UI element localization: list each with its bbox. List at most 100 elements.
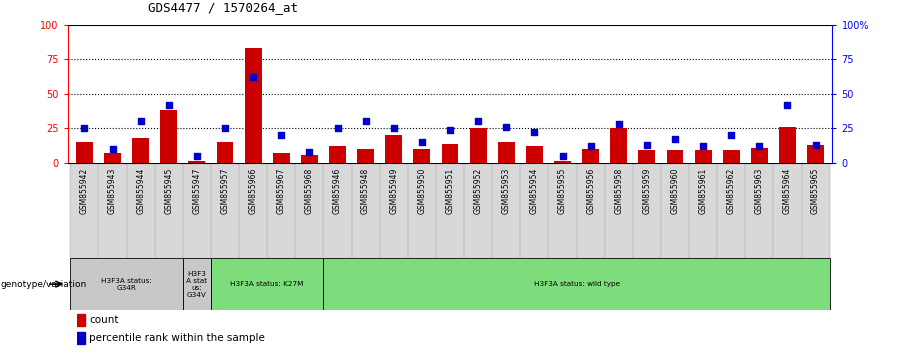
Point [358,119,373,124]
Text: GSM855945: GSM855945 [164,167,173,214]
Point [105,146,120,152]
Point [443,127,457,132]
Text: GSM855961: GSM855961 [698,167,707,214]
Bar [155,163,183,258]
Point [527,130,542,135]
Bar [267,163,295,258]
Bar [492,163,520,258]
Bar [76,314,86,326]
Point [640,142,654,148]
Bar [582,149,599,163]
Text: GSM855944: GSM855944 [136,167,145,214]
Point [330,125,345,131]
Point [415,139,429,145]
Bar [717,163,745,258]
Text: genotype/variation: genotype/variation [1,280,87,289]
Bar [610,128,627,163]
Text: GSM855958: GSM855958 [614,167,623,214]
Bar [323,258,830,310]
Text: GSM855959: GSM855959 [643,167,652,214]
Bar [667,150,683,163]
Text: GSM855955: GSM855955 [558,167,567,214]
Bar [273,153,290,163]
Text: GSM855949: GSM855949 [389,167,398,214]
Text: percentile rank within the sample: percentile rank within the sample [89,333,266,343]
Point [190,153,204,159]
Bar [183,258,211,310]
Bar [554,161,571,163]
Text: GSM855946: GSM855946 [333,167,342,214]
Bar [498,142,515,163]
Bar [470,128,487,163]
Bar [211,258,323,310]
Bar [188,161,205,163]
Point [161,102,176,108]
Text: H3F3
A stat
us:
G34V: H3F3 A stat us: G34V [186,270,207,298]
Text: H3F3A status:
G34R: H3F3A status: G34R [101,278,152,291]
Bar [802,163,830,258]
Bar [442,143,458,163]
Point [77,125,92,131]
Point [274,132,288,138]
Text: count: count [89,315,119,325]
Point [696,143,710,149]
Text: GSM855965: GSM855965 [811,167,820,214]
Text: GSM855950: GSM855950 [418,167,427,214]
Point [611,121,625,127]
Text: GSM855953: GSM855953 [501,167,510,214]
Bar [751,148,768,163]
Bar [408,163,436,258]
Text: GSM855942: GSM855942 [80,167,89,214]
Text: GSM855956: GSM855956 [586,167,595,214]
Text: GSM855943: GSM855943 [108,167,117,214]
Bar [295,163,323,258]
Text: GSM855966: GSM855966 [248,167,257,214]
Bar [127,163,155,258]
Bar [183,163,211,258]
Bar [323,163,352,258]
Text: GSM855968: GSM855968 [305,167,314,214]
Text: GSM855951: GSM855951 [446,167,454,214]
Point [668,137,682,142]
Bar [661,163,689,258]
Bar [385,135,402,163]
Text: GSM855957: GSM855957 [220,167,230,214]
Bar [520,163,548,258]
Point [583,143,598,149]
Bar [633,163,661,258]
Bar [689,163,717,258]
Bar [211,163,239,258]
Bar [695,150,712,163]
Bar [745,163,773,258]
Text: GDS4477 / 1570264_at: GDS4477 / 1570264_at [148,1,299,14]
Bar [380,163,408,258]
Text: GSM855947: GSM855947 [193,167,202,214]
Bar [329,146,346,163]
Text: GSM855960: GSM855960 [670,167,680,214]
Point [386,125,400,131]
Bar [98,163,127,258]
Bar [245,48,262,163]
Bar [352,163,380,258]
Bar [638,150,655,163]
Text: GSM855963: GSM855963 [755,167,764,214]
Text: H3F3A status: K27M: H3F3A status: K27M [230,281,304,287]
Text: GSM855952: GSM855952 [473,167,482,214]
Bar [548,163,577,258]
Text: GSM855967: GSM855967 [277,167,286,214]
Text: GSM855954: GSM855954 [530,167,539,214]
Bar [605,163,633,258]
Bar [773,163,802,258]
Bar [217,142,233,163]
Bar [464,163,492,258]
Point [218,125,232,131]
Bar [436,163,464,258]
Text: GSM855962: GSM855962 [726,167,735,214]
Point [499,124,513,130]
Bar [132,138,149,163]
Bar [301,155,318,163]
Bar [160,110,177,163]
Bar [807,145,824,163]
Point [752,143,767,149]
Point [808,142,823,148]
